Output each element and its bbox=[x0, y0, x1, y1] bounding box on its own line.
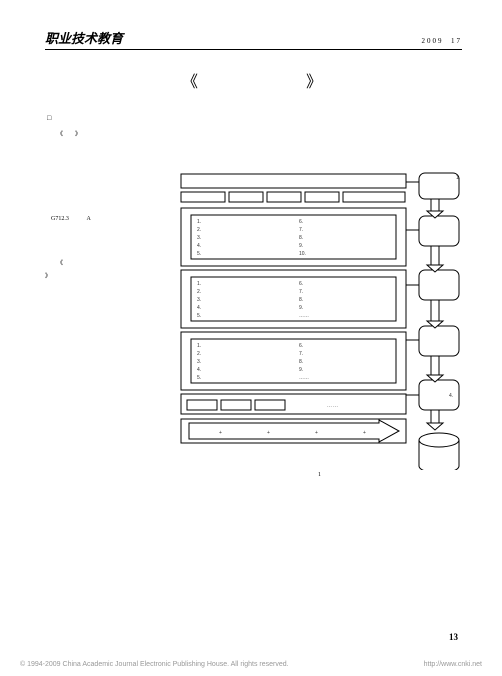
svg-text:3.: 3. bbox=[197, 235, 201, 241]
svg-text:8.: 8. bbox=[299, 297, 303, 303]
svg-text:9.: 9. bbox=[299, 243, 303, 249]
svg-text:6.: 6. bbox=[299, 281, 303, 287]
svg-text:2.: 2. bbox=[197, 289, 201, 295]
svg-text:+: + bbox=[315, 430, 318, 436]
article-title: 《 》 bbox=[45, 68, 462, 92]
keywords-line bbox=[45, 176, 167, 189]
svg-text:2.: 2. bbox=[197, 351, 201, 357]
svg-text:2.: 2. bbox=[197, 227, 201, 233]
author-marker: □ bbox=[47, 114, 462, 122]
svg-text:6.: 6. bbox=[299, 219, 303, 225]
left-column: G712.3 A 《 》 bbox=[45, 170, 167, 480]
page-header: 职业技术教育 2009 17 bbox=[45, 28, 462, 50]
svg-text:4.: 4. bbox=[449, 393, 453, 399]
svg-text:9.: 9. bbox=[299, 305, 303, 311]
svg-text:3.: 3. bbox=[197, 359, 201, 365]
svg-text:4.: 4. bbox=[197, 367, 201, 373]
svg-text:+: + bbox=[219, 430, 222, 436]
svg-text:5.: 5. bbox=[197, 375, 201, 381]
svg-text:……: …… bbox=[299, 375, 309, 381]
svg-text:1.: 1. bbox=[456, 175, 460, 181]
svg-text:+: + bbox=[363, 430, 366, 436]
svg-text:3.: 3. bbox=[197, 297, 201, 303]
svg-text:7.: 7. bbox=[299, 289, 303, 295]
footer-url: http://www.cnki.net bbox=[424, 661, 482, 668]
svg-text:7.: 7. bbox=[299, 351, 303, 357]
svg-text:9.: 9. bbox=[299, 367, 303, 373]
copyright-text: © 1994-2009 China Academic Journal Elect… bbox=[20, 661, 289, 668]
svg-text:1.: 1. bbox=[197, 219, 201, 225]
svg-text:8.: 8. bbox=[299, 235, 303, 241]
page-number: 13 bbox=[449, 632, 458, 642]
body-para: 《 》 bbox=[45, 258, 167, 283]
journal-title: 职业技术教育 bbox=[45, 28, 123, 47]
svg-text:8.: 8. bbox=[299, 359, 303, 365]
svg-text:……: …… bbox=[327, 404, 339, 409]
svg-text:6.: 6. bbox=[299, 343, 303, 349]
svg-text:10.: 10. bbox=[299, 251, 306, 257]
abstract: 《 》 bbox=[51, 130, 462, 152]
figure-caption: 1 bbox=[177, 472, 462, 478]
issue-info: 2009 17 bbox=[422, 37, 463, 45]
svg-text:4.: 4. bbox=[197, 243, 201, 249]
figure-1: 1. 2. 3. 4. 5. 6. 7. 8. 9. 10. 1. 2. 3. 4. 5. 6. 7. 8. 9. …… bbox=[177, 170, 462, 480]
svg-text:……: …… bbox=[299, 313, 309, 319]
svg-text:1.: 1. bbox=[197, 343, 201, 349]
svg-text:1.: 1. bbox=[197, 281, 201, 287]
svg-text:+: + bbox=[267, 430, 270, 436]
svg-text:4.: 4. bbox=[197, 305, 201, 311]
svg-text:5.: 5. bbox=[197, 251, 201, 257]
svg-text:7.: 7. bbox=[299, 227, 303, 233]
footer: © 1994-2009 China Academic Journal Elect… bbox=[20, 661, 482, 668]
svg-text:5.: 5. bbox=[197, 313, 201, 319]
classification-line: G712.3 A bbox=[45, 213, 167, 226]
